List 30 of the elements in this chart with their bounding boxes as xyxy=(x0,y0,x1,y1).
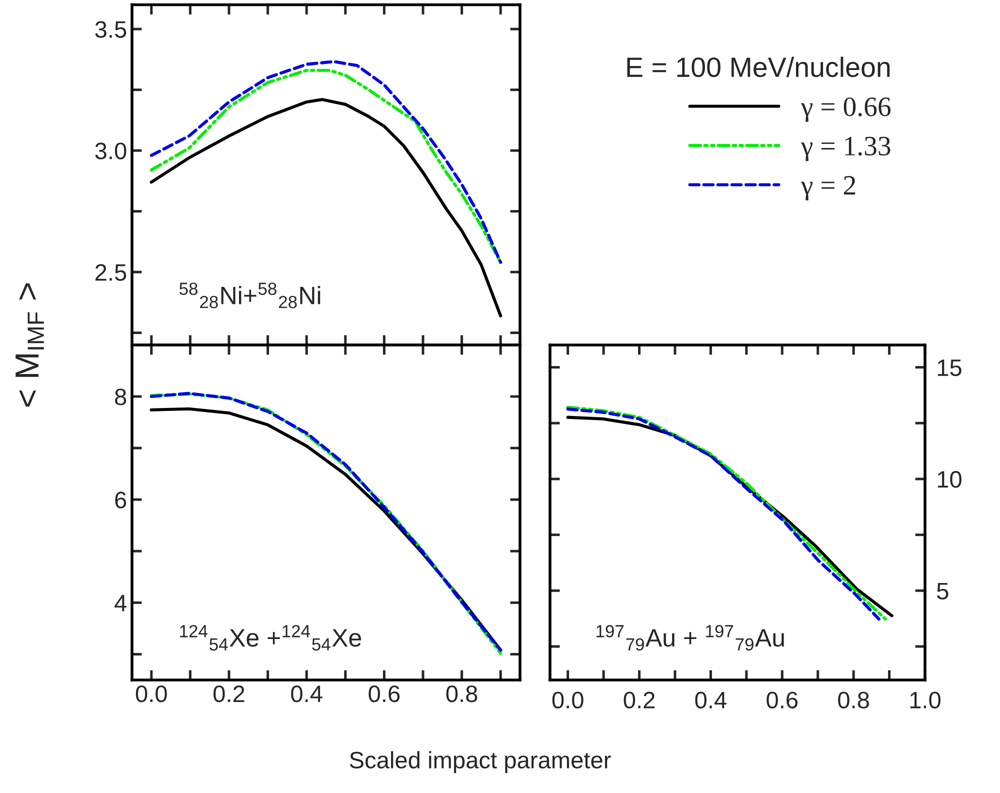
y2-tick-label: 10 xyxy=(938,471,962,488)
y2-tick-label: 5 xyxy=(937,582,948,600)
y-tick-label: 4 xyxy=(114,594,126,612)
y2-tick-label: 15 xyxy=(938,360,962,376)
x-tick-label: 0.8 xyxy=(838,692,869,708)
legend-title: E = 100 MeV/nucleon xyxy=(627,56,890,78)
annotation: $^{58}$$_{28}$Ni+$^{58}$$_{28}$Ni xyxy=(179,282,320,308)
legend-label: γ = 0.66 xyxy=(800,97,891,122)
annotation: $^{124}$$_{54}$Xe +$^{124}$$_{54}$Xe xyxy=(180,624,362,651)
x-tick-label: 0.2 xyxy=(624,692,655,708)
y-tick-label: 6 xyxy=(115,492,126,508)
x-tick-label: 0.6 xyxy=(766,692,798,708)
x-tick-label: 0.2 xyxy=(214,685,244,702)
x-tick-label: 0.6 xyxy=(368,685,400,702)
x-tick-label: 0.0 xyxy=(136,685,167,702)
annotation: $^{197}$$_{79}$Au + $^{197}$$_{79}$Au xyxy=(596,624,784,651)
x-tick-label: 1.0 xyxy=(910,692,940,708)
x-tick-label: 0.4 xyxy=(695,692,726,708)
y-tick-label: 2.5 xyxy=(96,264,126,281)
line-series xyxy=(150,98,502,318)
y-tick-label: 3.0 xyxy=(95,142,126,160)
y-axis-title: < M$_{IMF}$ > xyxy=(16,283,44,407)
legend-label: γ = 1.33 xyxy=(800,136,890,162)
x-tick-label: 0.0 xyxy=(552,692,584,708)
x-tick-label: 0.8 xyxy=(446,685,478,702)
y-tick-label: 8 xyxy=(115,388,126,406)
x-tick-label: 0.4 xyxy=(291,685,322,702)
legend-label: γ = 2 xyxy=(800,176,856,200)
y-tick-label: 3.5 xyxy=(95,21,126,38)
x-axis-title: Scaled impact parameter xyxy=(350,751,611,774)
